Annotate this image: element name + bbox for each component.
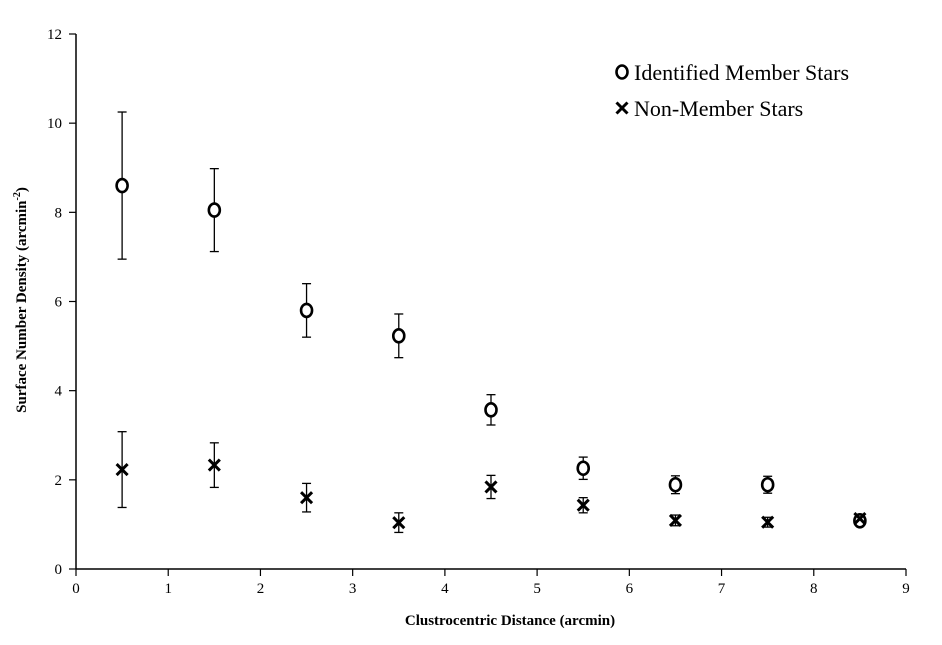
x-marker-shape	[853, 512, 867, 526]
x-tick-label: 1	[164, 581, 172, 597]
y-tick-label: 2	[55, 473, 63, 489]
x-tick-label: 9	[902, 581, 910, 597]
y-axis-title: Surface Number Density (arcmin-2)	[12, 187, 30, 413]
x-tick-label: 4	[441, 581, 449, 597]
x-marker-shape	[761, 515, 775, 529]
legend-marker-member	[615, 64, 629, 80]
x-axis-title: Clustrocentric Distance (arcmin)	[405, 613, 615, 629]
x-tick-label: 0	[72, 581, 80, 597]
non-member-star-point	[761, 515, 775, 529]
non-member-star-point	[668, 513, 683, 527]
non-member-star-point	[299, 491, 314, 505]
x-tick-label: 5	[533, 581, 541, 597]
legend-marker-non-member	[615, 101, 629, 115]
x-tick-label: 7	[718, 581, 726, 597]
non-member-star-point	[392, 516, 406, 530]
legend-label: Non-Member Stars	[634, 96, 803, 121]
x-tick-label: 6	[626, 581, 634, 597]
y-axis-title-close: )	[14, 187, 30, 192]
member-star-point	[115, 177, 129, 194]
non-member-star-point	[576, 498, 590, 512]
x-marker-shape	[207, 458, 221, 472]
y-axis-title-main: Surface Number Density (arcmin	[14, 200, 30, 413]
x-tick-label: 8	[810, 581, 818, 597]
legend: Identified Member Stars Non-Member Stars	[615, 60, 849, 121]
x-marker-shape	[299, 491, 314, 505]
y-axis-title-sup: -2	[12, 192, 23, 200]
y-tick-label: 6	[55, 295, 63, 311]
x-marker-shape	[392, 516, 406, 530]
member-star-point	[484, 402, 498, 418]
x-marker-shape	[484, 480, 498, 494]
x-tick-label: 3	[349, 581, 357, 597]
member-star-point	[391, 328, 406, 344]
member-star-point	[668, 476, 683, 493]
y-tick-label: 10	[47, 116, 62, 132]
member-star-point	[207, 202, 222, 218]
member-star-point	[576, 460, 591, 477]
y-tick-label: 8	[55, 205, 63, 221]
legend-label: Identified Member Stars	[634, 60, 849, 85]
x-tick-label: 2	[257, 581, 265, 597]
non-member-star-point	[484, 480, 498, 494]
y-tick-label: 12	[47, 27, 62, 43]
y-tick-label: 0	[55, 562, 63, 578]
non-member-star-point	[115, 463, 129, 477]
x-marker-shape	[576, 498, 590, 512]
non-member-star-point	[853, 512, 867, 526]
x-marker-shape	[668, 513, 683, 527]
non-member-star-point	[207, 458, 221, 472]
member-star-point	[299, 302, 314, 319]
y-tick-label: 4	[55, 384, 63, 400]
member-star-point	[760, 476, 775, 493]
x-marker-shape	[115, 463, 129, 477]
